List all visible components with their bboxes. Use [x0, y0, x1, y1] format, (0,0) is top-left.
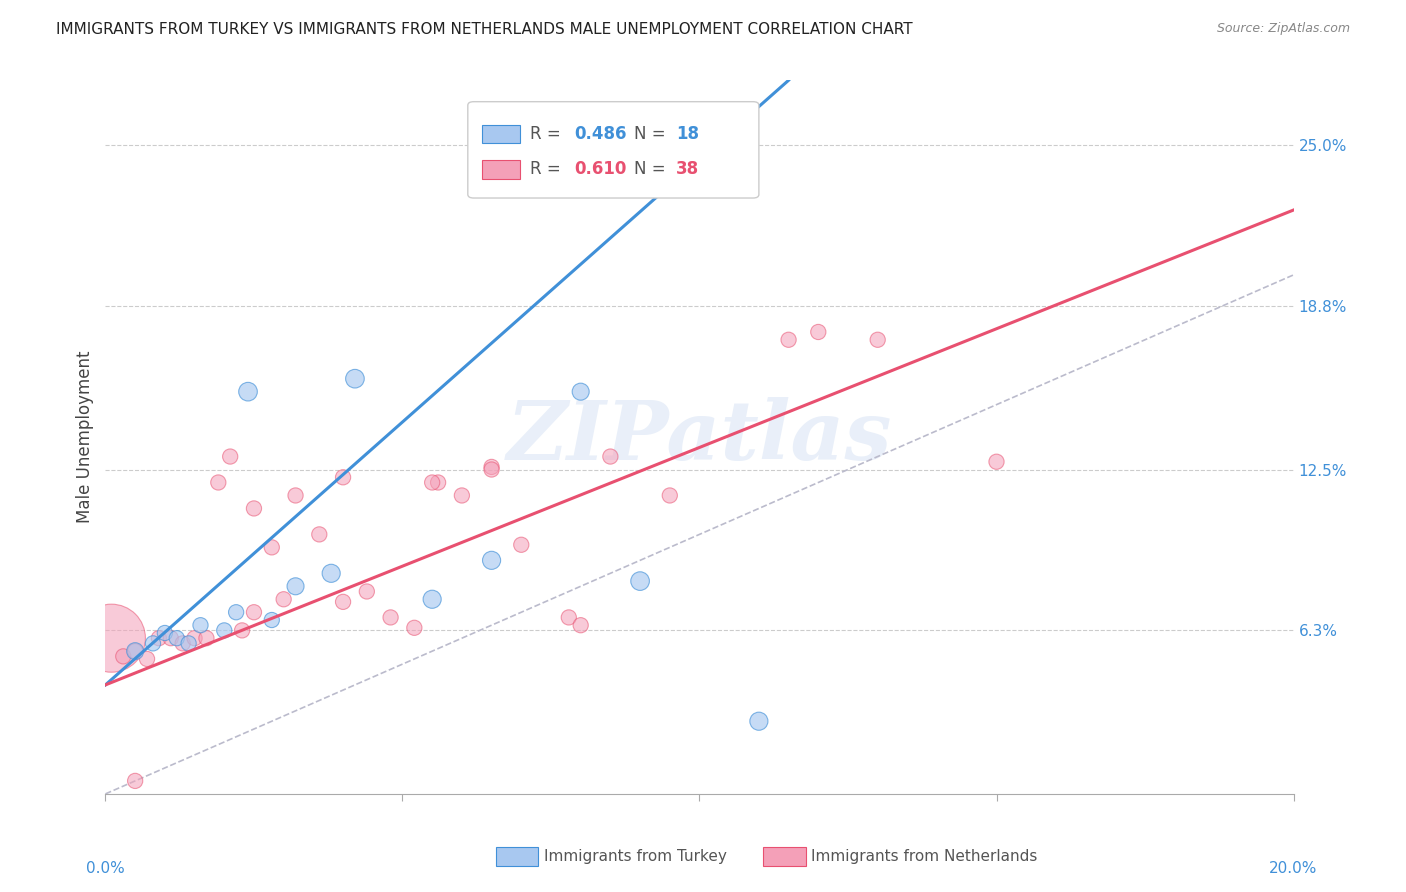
Text: 18: 18: [676, 125, 699, 143]
Text: Source: ZipAtlas.com: Source: ZipAtlas.com: [1216, 22, 1350, 36]
Point: [481, 459, 503, 474]
Point: [124, 644, 146, 658]
Point: [308, 527, 330, 541]
Point: [142, 636, 165, 650]
Point: [658, 488, 681, 502]
Point: [321, 566, 343, 581]
Point: [190, 618, 212, 632]
Bar: [482, 125, 520, 143]
Point: [159, 631, 181, 645]
Text: N =: N =: [634, 161, 671, 178]
Point: [332, 470, 354, 484]
Point: [136, 652, 159, 666]
Point: [427, 475, 450, 490]
Point: [404, 621, 426, 635]
Point: [153, 626, 176, 640]
Text: IMMIGRANTS FROM TURKEY VS IMMIGRANTS FROM NETHERLANDS MALE UNEMPLOYMENT CORRELAT: IMMIGRANTS FROM TURKEY VS IMMIGRANTS FRO…: [56, 22, 912, 37]
Point: [807, 325, 830, 339]
Point: [243, 605, 266, 619]
Point: [231, 624, 253, 638]
Text: 0.486: 0.486: [575, 125, 627, 143]
Text: 0.0%: 0.0%: [86, 862, 125, 876]
Point: [569, 384, 592, 399]
Point: [628, 574, 651, 588]
Text: Immigrants from Netherlands: Immigrants from Netherlands: [811, 849, 1038, 863]
FancyBboxPatch shape: [468, 102, 759, 198]
Point: [450, 488, 472, 502]
Text: Immigrants from Turkey: Immigrants from Turkey: [544, 849, 727, 863]
Y-axis label: Male Unemployment: Male Unemployment: [76, 351, 94, 524]
Point: [214, 624, 236, 638]
Point: [195, 631, 218, 645]
Point: [986, 455, 1008, 469]
Point: [420, 592, 443, 607]
Point: [510, 538, 533, 552]
Point: [558, 610, 581, 624]
Text: R =: R =: [530, 161, 565, 178]
Point: [778, 333, 800, 347]
Point: [166, 631, 188, 645]
Point: [177, 636, 200, 650]
Point: [112, 649, 135, 664]
Point: [148, 631, 170, 645]
Point: [273, 592, 295, 607]
Point: [356, 584, 378, 599]
Text: ZIPatlas: ZIPatlas: [506, 397, 893, 477]
Point: [124, 773, 146, 788]
Point: [225, 605, 247, 619]
Point: [243, 501, 266, 516]
Point: [100, 631, 122, 645]
Point: [207, 475, 229, 490]
Point: [748, 714, 770, 729]
Point: [866, 333, 889, 347]
Bar: [482, 161, 520, 178]
Point: [284, 488, 307, 502]
Point: [124, 644, 146, 658]
Text: 20.0%: 20.0%: [1270, 862, 1317, 876]
Point: [599, 450, 621, 464]
Point: [219, 450, 242, 464]
Text: 38: 38: [676, 161, 699, 178]
Point: [420, 475, 443, 490]
Text: R =: R =: [530, 125, 565, 143]
Point: [172, 636, 194, 650]
Point: [343, 372, 366, 386]
Point: [236, 384, 259, 399]
Point: [284, 579, 307, 593]
Point: [183, 631, 205, 645]
Text: N =: N =: [634, 125, 671, 143]
Point: [481, 462, 503, 476]
Point: [481, 553, 503, 567]
Point: [260, 613, 283, 627]
Text: 0.610: 0.610: [575, 161, 627, 178]
Point: [569, 618, 592, 632]
Point: [380, 610, 402, 624]
Point: [332, 595, 354, 609]
Point: [260, 541, 283, 555]
